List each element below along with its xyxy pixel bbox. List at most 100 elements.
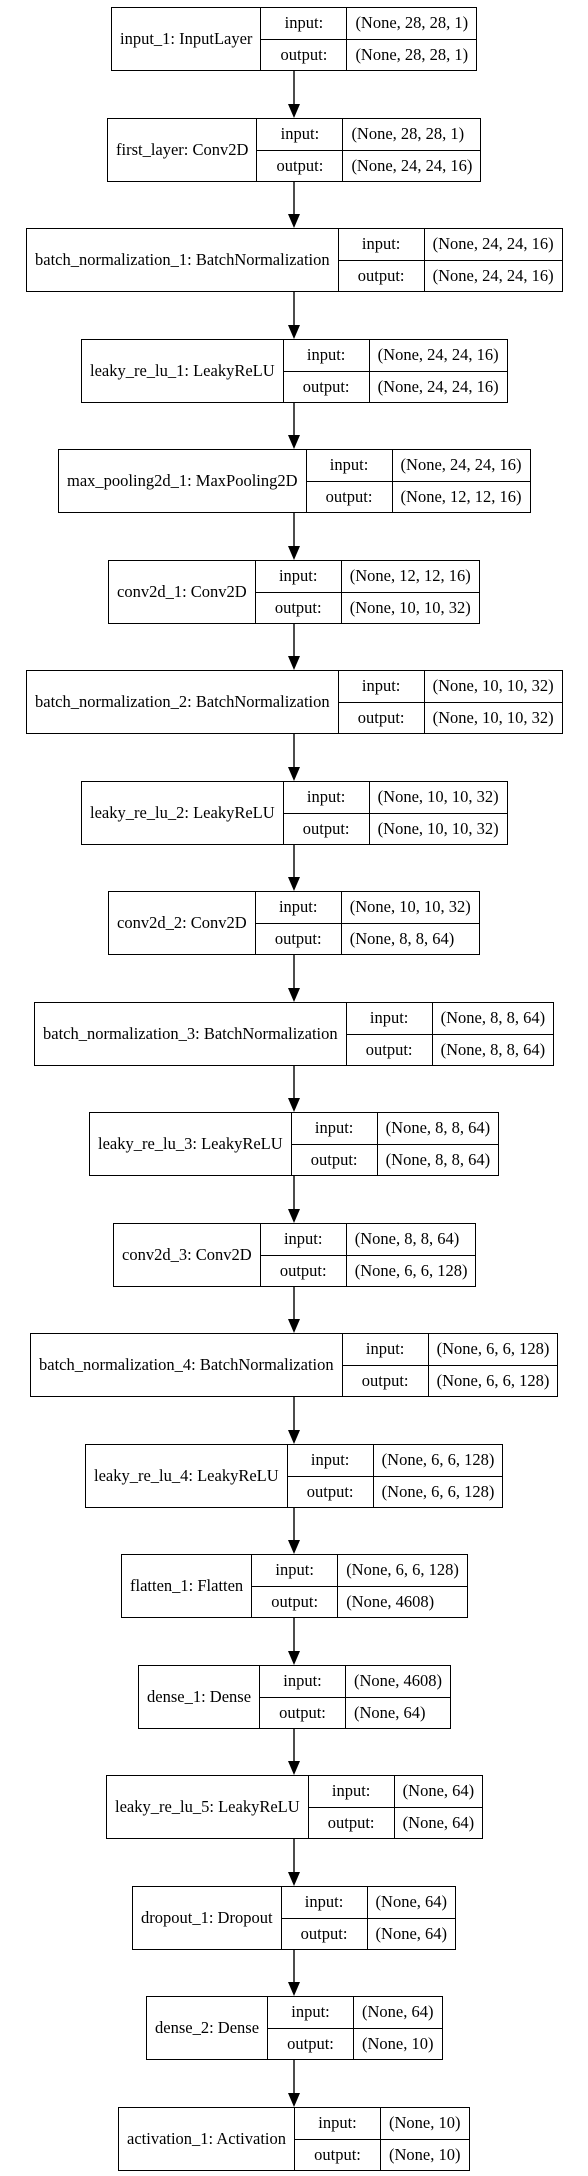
layer-io-table: input: (None, 24, 24, 16) output: (None,… (338, 229, 562, 291)
edge-arrowhead (288, 1761, 300, 1775)
input-label: input: (256, 561, 342, 592)
output-label: output: (252, 1586, 339, 1617)
output-row: output: (None, 64) (260, 1696, 450, 1728)
input-label: input: (288, 1445, 374, 1476)
input-row: input: (None, 64) (268, 1997, 441, 2028)
edge-arrowhead (288, 325, 300, 339)
layer-name: dropout_1: Dropout (133, 1887, 282, 1949)
edge-arrowhead (288, 214, 300, 228)
output-shape: (None, 12, 12, 16) (400, 486, 522, 506)
layer-name: activation_1: Activation (119, 2108, 296, 2170)
input-row: input: (None, 6, 6, 128) (343, 1334, 558, 1365)
layer-io-table: input: (None, 6, 6, 128) output: (None, … (287, 1445, 503, 1507)
output-shape: (None, 10) (362, 2033, 434, 2053)
layer-name: conv2d_1: Conv2D (109, 561, 256, 623)
output-shape: (None, 28, 28, 1) (355, 44, 469, 64)
layer-io-table: input: (None, 4608) output: (None, 64) (260, 1666, 450, 1728)
input-label: input: (343, 1334, 429, 1365)
layer-name: max_pooling2d_1: MaxPooling2D (59, 450, 307, 512)
edge-arrowhead (288, 656, 300, 670)
input-row: input: (None, 10, 10, 32) (339, 671, 562, 702)
layer-node-activation-1: activation_1: Activation input: (None, 1… (118, 2107, 470, 2171)
input-label: input: (256, 892, 342, 923)
edge-arrowhead (288, 1872, 300, 1886)
edge-arrowhead (288, 988, 300, 1002)
input-shape: (None, 28, 28, 1) (355, 13, 469, 32)
output-row: output: (None, 64) (281, 1917, 456, 1949)
output-row: output: (None, 24, 24, 16) (283, 370, 507, 402)
input-label: input: (282, 1887, 368, 1918)
input-row: input: (None, 6, 6, 128) (288, 1445, 503, 1476)
layer-node-batch-normalization-3: batch_normalization_3: BatchNormalizatio… (34, 1002, 555, 1066)
layer-io-table: input: (None, 10) output: (None, 10) (295, 2108, 469, 2170)
layer-io-table: input: (None, 64) output: (None, 64) (281, 1887, 456, 1949)
edge-arrowhead (288, 1319, 300, 1333)
output-row: output: (None, 24, 24, 16) (257, 149, 481, 181)
layer-name: batch_normalization_4: BatchNormalizatio… (31, 1334, 343, 1396)
layer-name: leaky_re_lu_4: LeakyReLU (86, 1445, 288, 1507)
output-label: output: (256, 923, 342, 954)
output-row: output: (None, 28, 28, 1) (261, 38, 477, 70)
input-row: input: (None, 8, 8, 64) (261, 1224, 476, 1255)
edge-arrowhead (288, 1430, 300, 1444)
layer-name: conv2d_3: Conv2D (114, 1224, 261, 1286)
input-row: input: (None, 24, 24, 16) (284, 340, 507, 371)
input-row: input: (None, 64) (282, 1887, 455, 1918)
input-shape: (None, 10, 10, 32) (377, 787, 499, 806)
input-row: input: (None, 12, 12, 16) (256, 561, 479, 592)
input-label: input: (309, 1776, 395, 1807)
layer-node-conv2d-1: conv2d_1: Conv2D input: (None, 12, 12, 1… (108, 560, 480, 624)
layer-name: leaky_re_lu_3: LeakyReLU (90, 1113, 292, 1175)
layer-io-table: input: (None, 8, 8, 64) output: (None, 8… (346, 1003, 554, 1065)
layer-node-max-pooling2d-1: max_pooling2d_1: MaxPooling2D input: (No… (58, 449, 531, 513)
layer-name: leaky_re_lu_2: LeakyReLU (82, 782, 284, 844)
layer-name: batch_normalization_3: BatchNormalizatio… (35, 1003, 347, 1065)
output-row: output: (None, 6, 6, 128) (260, 1254, 476, 1286)
input-shape: (None, 8, 8, 64) (354, 1229, 460, 1248)
layer-io-table: input: (None, 64) output: (None, 10) (268, 1997, 442, 2059)
input-label: input: (295, 2108, 382, 2139)
layer-io-table: input: (None, 12, 12, 16) output: (None,… (255, 561, 479, 623)
input-row: input: (None, 6, 6, 128) (252, 1555, 467, 1586)
output-label: output: (268, 2028, 355, 2059)
layer-node-batch-normalization-4: batch_normalization_4: BatchNormalizatio… (30, 1333, 559, 1397)
edge-arrowhead (288, 1651, 300, 1665)
layer-name: batch_normalization_1: BatchNormalizatio… (27, 229, 339, 291)
input-shape: (None, 28, 28, 1) (351, 124, 465, 143)
output-shape: (None, 10) (389, 2144, 461, 2164)
layer-node-dense-1: dense_1: Dense input: (None, 4608) outpu… (138, 1665, 451, 1729)
input-label: input: (339, 229, 425, 260)
layer-io-table: input: (None, 24, 24, 16) output: (None,… (283, 340, 507, 402)
edge-arrowhead (288, 435, 300, 449)
layer-io-table: input: (None, 64) output: (None, 64) (308, 1776, 483, 1838)
input-label: input: (257, 119, 344, 150)
input-shape: (None, 6, 6, 128) (346, 1560, 459, 1579)
input-row: input: (None, 24, 24, 16) (339, 229, 562, 260)
edge-arrowhead (288, 877, 300, 891)
input-label: input: (339, 671, 425, 702)
layer-node-dense-2: dense_2: Dense input: (None, 64) output:… (146, 1996, 443, 2060)
input-label: input: (347, 1003, 433, 1034)
input-shape: (None, 8, 8, 64) (440, 1008, 546, 1027)
input-label: input: (307, 450, 393, 481)
input-row: input: (None, 64) (309, 1776, 482, 1807)
layer-node-conv2d-2: conv2d_2: Conv2D input: (None, 10, 10, 3… (108, 891, 480, 955)
layer-io-table: input: (None, 28, 28, 1) output: (None, … (261, 8, 477, 70)
input-shape: (None, 10) (389, 2113, 461, 2132)
edge-arrowhead (288, 2093, 300, 2107)
output-label: output: (309, 1807, 395, 1838)
input-label: input: (260, 1666, 347, 1697)
output-row: output: (None, 10) (268, 2027, 442, 2059)
layer-name: conv2d_2: Conv2D (109, 892, 256, 954)
layer-node-batch-normalization-2: batch_normalization_2: BatchNormalizatio… (26, 670, 563, 734)
layer-io-table: input: (None, 8, 8, 64) output: (None, 8… (291, 1113, 499, 1175)
output-shape: (None, 8, 8, 64) (385, 1149, 491, 1169)
output-shape: (None, 10, 10, 32) (377, 818, 499, 838)
layer-name: leaky_re_lu_1: LeakyReLU (82, 340, 284, 402)
output-shape: (None, 10, 10, 32) (349, 597, 471, 617)
input-shape: (None, 24, 24, 16) (400, 455, 522, 474)
layer-node-leaky-re-lu-4: leaky_re_lu_4: LeakyReLU input: (None, 6… (85, 1444, 504, 1508)
input-shape: (None, 10, 10, 32) (432, 676, 554, 695)
edge-arrowhead (288, 1540, 300, 1554)
